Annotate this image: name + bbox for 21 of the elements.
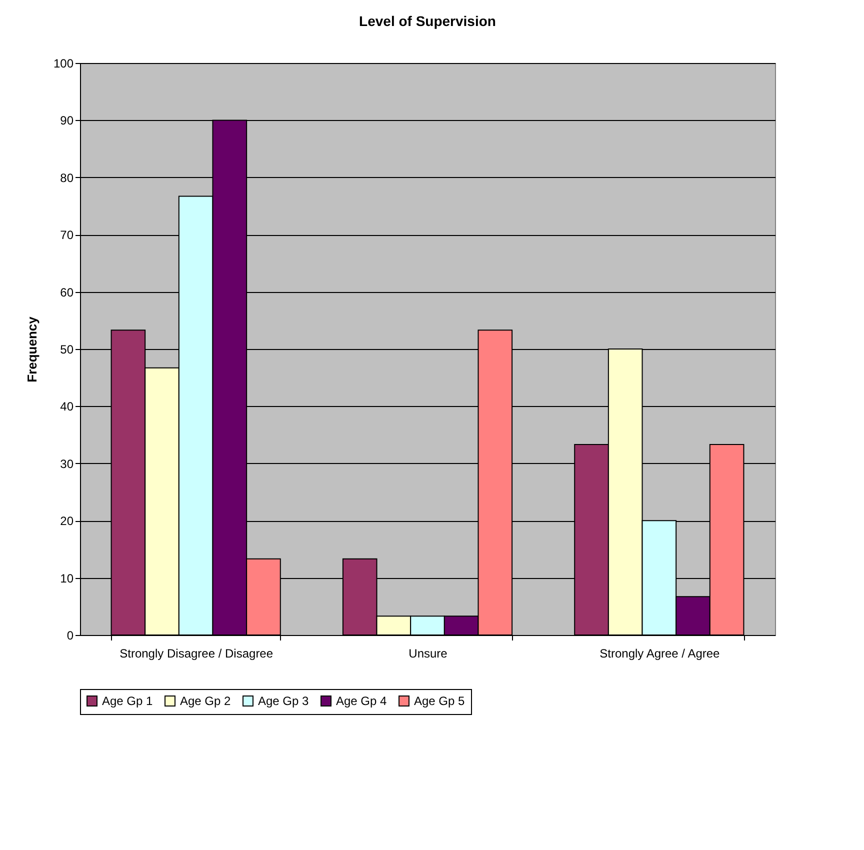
x-tick-label: Strongly Disagree / Disagree xyxy=(120,646,274,660)
y-tick-label: 70 xyxy=(60,228,74,242)
y-tick-label: 50 xyxy=(60,342,74,356)
y-tick-label: 10 xyxy=(60,571,74,586)
y-tick-label: 100 xyxy=(53,56,74,70)
chart-title: Level of Supervision xyxy=(359,13,496,29)
y-tick-label: 30 xyxy=(60,456,74,471)
y-tick-label: 80 xyxy=(60,170,74,185)
legend-label: Age Gp 2 xyxy=(180,694,232,708)
x-tick-label: Strongly Agree / Agree xyxy=(600,646,720,660)
y-axis-title: Frequency xyxy=(24,316,40,382)
y-tick-label: 60 xyxy=(60,285,74,300)
y-tick-label: 90 xyxy=(60,114,74,128)
legend-label: Age Gp 3 xyxy=(258,694,310,708)
legend-label: Age Gp 4 xyxy=(336,694,388,708)
y-tick-label: 40 xyxy=(60,400,74,414)
x-tick-label: Unsure xyxy=(408,646,448,660)
legend-label: Age Gp 5 xyxy=(414,694,466,708)
legend-label: Age Gp 1 xyxy=(102,694,154,708)
y-tick-label: 0 xyxy=(66,628,74,642)
y-tick-label: 20 xyxy=(60,514,74,528)
